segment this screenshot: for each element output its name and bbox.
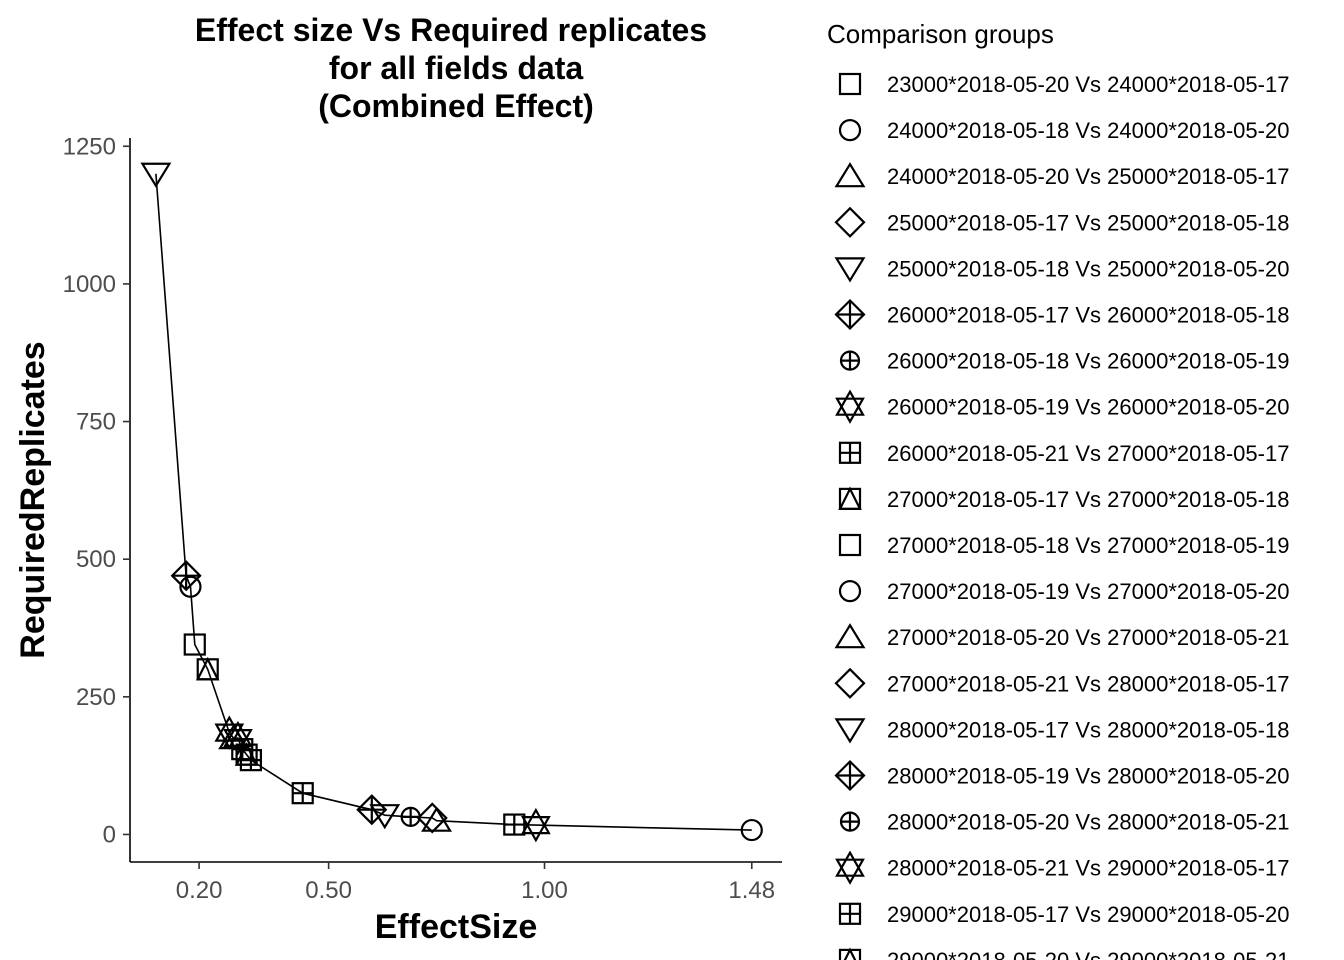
legend-item: 29000*2018-05-20 Vs 29000*2018-05-21 — [838, 947, 1289, 960]
y-tick-label: 1000 — [63, 271, 116, 298]
legend-label: 26000*2018-05-17 Vs 26000*2018-05-18 — [887, 303, 1289, 328]
chart-title: Effect size Vs Required replicates for a… — [195, 12, 707, 124]
legend-item: 26000*2018-05-19 Vs 26000*2018-05-20 — [835, 389, 1289, 424]
data-point — [369, 804, 401, 830]
legend-item: 27000*2018-05-18 Vs 27000*2018-05-19 — [838, 533, 1289, 558]
legend-item: 26000*2018-05-17 Vs 26000*2018-05-18 — [834, 298, 1289, 331]
data-point — [239, 749, 263, 772]
legend-item: 27000*2018-05-17 Vs 27000*2018-05-18 — [838, 486, 1289, 512]
data-point — [140, 162, 172, 188]
legend-label: 28000*2018-05-17 Vs 28000*2018-05-18 — [887, 717, 1289, 742]
legend-label: 27000*2018-05-20 Vs 27000*2018-05-21 — [887, 625, 1289, 650]
legend-item: 26000*2018-05-18 Vs 26000*2018-05-19 — [839, 349, 1289, 374]
legend-item: 28000*2018-05-19 Vs 28000*2018-05-20 — [834, 759, 1289, 792]
y-tick-label: 750 — [76, 409, 116, 436]
data-points — [140, 162, 763, 843]
y-tick-label: 1250 — [63, 133, 116, 160]
legend-item: 27000*2018-05-21 Vs 28000*2018-05-17 — [834, 667, 1289, 699]
legend-item: 27000*2018-05-20 Vs 27000*2018-05-21 — [834, 623, 1289, 650]
legend-label: 28000*2018-05-21 Vs 29000*2018-05-17 — [887, 856, 1289, 881]
data-point — [291, 782, 314, 805]
legend-item: 28000*2018-05-21 Vs 29000*2018-05-17 — [835, 850, 1289, 885]
y-axis-ticks: 0 250 500 750 1000 1250 — [63, 133, 130, 848]
data-point — [400, 806, 421, 827]
legend-key — [838, 902, 862, 925]
legend-item: 25000*2018-05-17 Vs 25000*2018-05-18 — [834, 206, 1289, 238]
legend-label: 29000*2018-05-17 Vs 29000*2018-05-20 — [887, 902, 1289, 927]
legend-key — [834, 257, 866, 283]
legend-label: 26000*2018-05-21 Vs 27000*2018-05-17 — [887, 441, 1289, 466]
x-tick-label: 0.50 — [305, 877, 352, 904]
legend-label: 27000*2018-05-19 Vs 27000*2018-05-20 — [887, 579, 1289, 604]
legend-key — [835, 850, 865, 885]
legend-label: 23000*2018-05-20 Vs 24000*2018-05-17 — [887, 72, 1289, 97]
legend-label: 24000*2018-05-18 Vs 24000*2018-05-20 — [887, 118, 1289, 143]
legend-label: 26000*2018-05-19 Vs 26000*2018-05-20 — [887, 395, 1289, 420]
legend-key — [834, 623, 866, 649]
legend-label: 26000*2018-05-18 Vs 26000*2018-05-19 — [887, 349, 1289, 374]
data-point — [195, 656, 220, 681]
legend-key — [834, 667, 866, 699]
data-point — [416, 802, 448, 834]
legend-key — [835, 389, 865, 424]
legend-item: 27000*2018-05-19 Vs 27000*2018-05-20 — [838, 579, 1289, 604]
legend-key — [838, 579, 862, 603]
legend-label: 27000*2018-05-18 Vs 27000*2018-05-19 — [887, 533, 1289, 558]
legend-key — [834, 162, 866, 188]
legend-label: 24000*2018-05-20 Vs 25000*2018-05-17 — [887, 164, 1289, 189]
y-tick-label: 250 — [76, 684, 116, 711]
data-point — [421, 806, 453, 832]
legend-item: 23000*2018-05-20 Vs 24000*2018-05-17 — [838, 72, 1289, 97]
legend-item: 25000*2018-05-18 Vs 25000*2018-05-20 — [834, 256, 1289, 283]
legend-title: Comparison groups — [827, 19, 1054, 49]
legend-item: 29000*2018-05-17 Vs 29000*2018-05-20 — [838, 902, 1289, 927]
x-tick-label: 1.48 — [728, 877, 775, 904]
data-point — [356, 794, 388, 826]
x-axis-title: EffectSize — [375, 908, 538, 946]
legend: Comparison groups 23000*2018-05-20 Vs 24… — [827, 19, 1289, 960]
series-line — [155, 173, 752, 831]
legend-key — [834, 298, 866, 331]
legend-label: 25000*2018-05-18 Vs 25000*2018-05-20 — [887, 256, 1289, 281]
legend-label: 28000*2018-05-19 Vs 28000*2018-05-20 — [887, 764, 1289, 789]
x-axis-ticks: 0.20 0.50 1.00 1.48 — [176, 862, 775, 904]
y-tick-label: 0 — [103, 821, 116, 848]
legend-label: 27000*2018-05-21 Vs 28000*2018-05-17 — [887, 671, 1289, 696]
data-point — [740, 818, 763, 842]
legend-key — [834, 718, 866, 744]
data-point — [503, 813, 526, 836]
legend-item: 24000*2018-05-18 Vs 24000*2018-05-20 — [838, 118, 1289, 143]
legend-key — [838, 441, 862, 464]
legend-key — [838, 947, 862, 960]
legend-item: 28000*2018-05-17 Vs 28000*2018-05-18 — [834, 717, 1289, 744]
data-point — [183, 633, 206, 656]
x-tick-label: 0.20 — [176, 877, 223, 904]
legend-item: 26000*2018-05-21 Vs 27000*2018-05-17 — [838, 441, 1289, 466]
legend-key — [838, 72, 862, 96]
data-point — [170, 560, 202, 592]
legend-key — [834, 206, 866, 238]
y-tick-label: 500 — [76, 546, 116, 573]
chart-title-line-1: Effect size Vs Required replicates — [195, 12, 707, 48]
legend-label: 27000*2018-05-17 Vs 27000*2018-05-18 — [887, 487, 1289, 512]
y-axis-title: RequiredReplicates — [14, 341, 52, 658]
legend-item: 28000*2018-05-20 Vs 28000*2018-05-21 — [839, 810, 1289, 835]
chart-title-line-3: (Combined Effect) — [318, 88, 594, 124]
legend-key — [834, 759, 866, 792]
legend-key — [838, 533, 862, 557]
data-point — [520, 807, 551, 843]
legend-key — [839, 350, 861, 371]
legend-label: 28000*2018-05-20 Vs 28000*2018-05-21 — [887, 810, 1289, 835]
data-point — [179, 575, 202, 598]
legend-key — [838, 119, 862, 142]
chart-title-line-2: for all fields data — [329, 50, 583, 86]
legend-item: 24000*2018-05-20 Vs 25000*2018-05-17 — [834, 162, 1289, 189]
legend-label: 25000*2018-05-17 Vs 25000*2018-05-18 — [887, 210, 1289, 235]
legend-label: 29000*2018-05-20 Vs 29000*2018-05-21 — [887, 948, 1289, 960]
legend-key — [839, 811, 861, 832]
legend-key — [838, 486, 862, 510]
x-tick-label: 1.00 — [521, 877, 568, 904]
